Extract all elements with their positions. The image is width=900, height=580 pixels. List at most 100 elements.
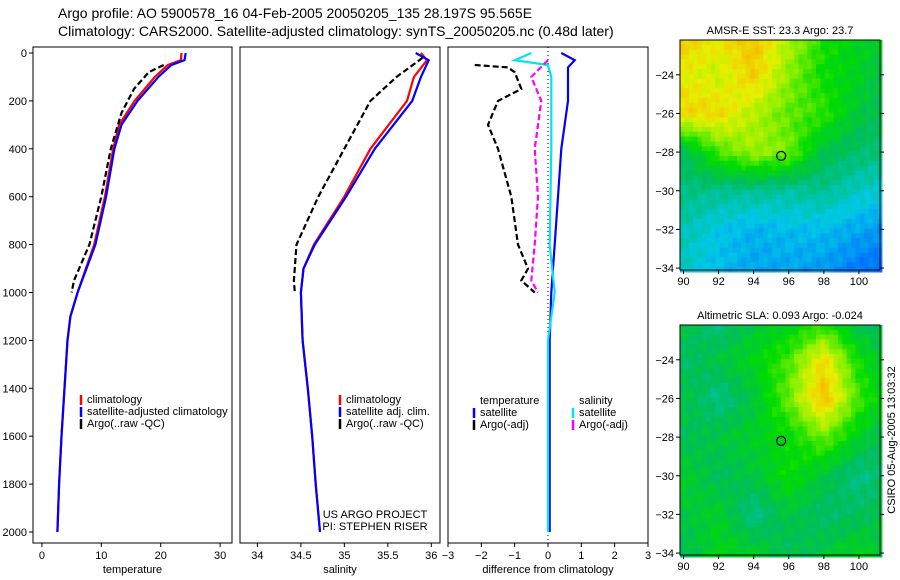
heatmap-cell [741,431,747,437]
heatmap-cell [780,416,786,423]
heatmap-cell [873,218,878,225]
heatmap-cell [680,383,685,389]
heatmap-cell [715,204,721,210]
heatmap-cell [706,484,712,490]
heatmap-cell [859,233,865,239]
heatmap-cell [859,436,865,442]
heatmap-cell [776,334,782,341]
heatmap-cell [780,185,786,191]
heatmap-cell [719,426,725,432]
heatmap-cell [758,489,764,495]
heatmap-cell [807,102,813,109]
heatmap-cell [873,262,878,268]
heatmap-cell [785,445,791,452]
heatmap-cell [798,54,804,60]
heatmap-cell [851,465,857,471]
heatmap-cell [798,344,804,350]
heatmap-cell [680,537,685,543]
heatmap-cell [697,441,703,447]
heatmap-cell [780,407,786,413]
heatmap-cell [750,363,756,370]
heatmap-cell [868,392,874,398]
heatmap-cell [706,209,712,215]
heatmap-cell [737,547,742,553]
heatmap-cell [824,262,830,268]
heatmap-cell [816,339,821,345]
heatmap-cell [789,378,795,384]
heatmap-cell [723,78,729,85]
x-tick-label: 0 [39,550,45,562]
heatmap-cell [807,460,813,466]
heatmap-cell [789,64,795,70]
heatmap-cell [745,494,751,500]
heatmap-cell [706,59,712,65]
heatmap-cell [723,64,729,70]
heatmap-cell [767,479,773,485]
heatmap-cell [719,228,725,234]
heatmap-cell [842,156,848,162]
heatmap-cell [745,421,751,427]
heatmap-cell [728,354,734,360]
heatmap-cell [680,64,685,70]
heatmap-cell [837,537,843,543]
heatmap-cell [785,194,791,200]
heatmap-cell [688,228,694,234]
heatmap-cell [688,547,694,553]
heatmap-cell [719,252,725,258]
heatmap-cell [715,325,721,331]
heatmap-cell [789,146,795,152]
heatmap-cell [846,392,852,398]
heatmap-cell [719,223,725,229]
heatmap-cell [732,146,738,152]
heatmap-cell [706,262,712,268]
heatmap-cell [868,494,874,500]
heatmap-cell [794,402,799,408]
heatmap-cell [741,262,747,268]
heatmap-cell [873,88,878,94]
heatmap-cell [772,131,778,138]
heatmap-cell [859,98,865,104]
heatmap-cell [750,185,756,191]
heatmap-cell [723,122,729,128]
heatmap-cell [829,484,835,490]
heatmap-cell [802,397,808,403]
heatmap-cell [807,136,813,142]
heatmap-cell [859,484,865,490]
heatmap-cell [798,334,804,341]
heatmap-cell [798,368,804,374]
heatmap-cell [855,329,861,336]
heatmap-cell [833,441,839,447]
heatmap-cell [842,474,848,481]
heatmap-cell [706,44,712,51]
heatmap-cell [693,498,699,505]
heatmap-cell [829,503,835,510]
heatmap-cell [697,117,703,123]
heatmap-cell [824,489,830,495]
heatmap-cell [855,412,861,418]
heatmap-cell [706,465,712,471]
heatmap-cell [758,484,764,490]
heatmap-cell [864,88,870,94]
heatmap-cell [719,358,725,365]
heatmap-cell [855,141,861,147]
heatmap-cell [842,54,848,60]
heatmap-cell [754,223,760,229]
heatmap-cell [754,107,760,113]
heatmap-cell [706,170,712,176]
heatmap-cell [851,387,857,394]
heatmap-cell [873,368,878,374]
heatmap-cell [763,228,769,234]
heatmap-cell [789,141,795,147]
heatmap-cell [688,185,694,191]
heatmap-cell [715,494,721,500]
heatmap-cell [824,527,830,534]
heatmap-cell [737,223,742,229]
heatmap-cell [873,450,878,456]
heatmap-cell [798,416,804,423]
heatmap-cell [706,383,712,389]
heatmap-cell [737,392,742,398]
heatmap-cell [688,170,694,176]
heatmap-cell [802,146,808,152]
heatmap-cell [754,238,760,244]
heatmap-cell [719,354,725,360]
